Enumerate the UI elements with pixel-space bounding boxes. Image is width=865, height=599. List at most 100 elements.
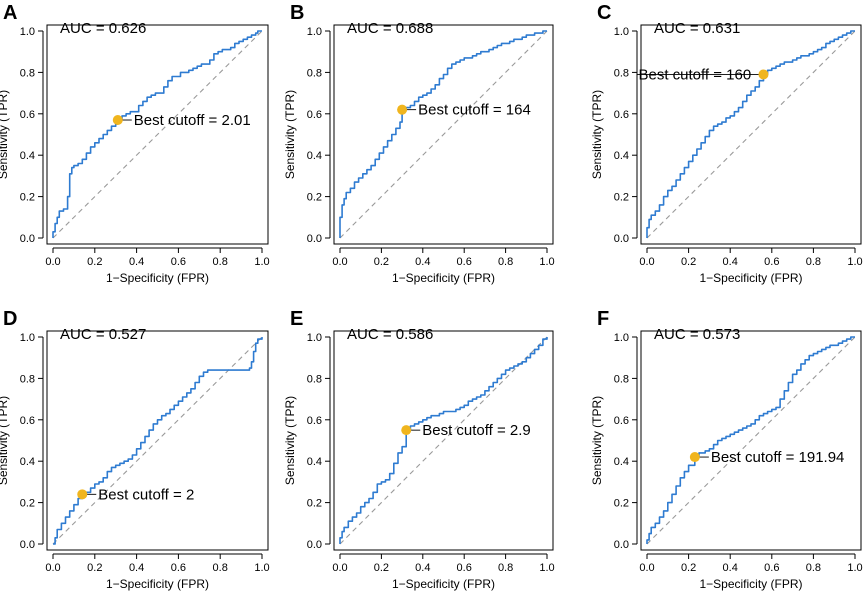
panel-a-y-tick-label: 0.4 [20,150,35,162]
panel-c-x-tick-label: 0.2 [681,256,696,268]
panel-d-auc-label: AUC = 0.527 [60,326,146,343]
panel-e-y-tick-label: 0.6 [307,415,322,427]
panel-f-y-tick-label: 0.0 [614,539,629,551]
panel-f-y-tick-label: 0.6 [614,415,629,427]
panel-b-cutoff-label: Best cutoff = 164 [418,102,531,119]
panel-a-x-tick-label: 0.6 [171,256,186,268]
panel-b-letter: B [290,2,304,24]
panel-c-x-tick-label: 0.4 [723,256,738,268]
panel-d-cutoff-label: Best cutoff = 2 [98,486,194,503]
panel-d-letter: D [3,308,17,330]
panel-a-x-tick-label: 0.4 [129,256,144,268]
panel-b-y-tick-label: 0.8 [307,67,322,79]
panel-e-x-tick-label: 0.4 [415,562,430,574]
panel-f-y-tick-label: 0.2 [614,498,629,510]
panel-b-y-axis-title: Sensitivity (TPR) [283,90,297,179]
panel-f-y-axis-title: Sensitivity (TPR) [590,396,604,485]
panel-f-x-axis-title: 1−Specificity (FPR) [699,577,802,591]
panel-f-x-tick-label: 0.6 [764,562,779,574]
panel-c-y-tick-label: 1.0 [614,26,629,38]
panel-a-y-tick-label: 0.6 [20,109,35,121]
panel-a: A 0.0 0.2 0.4 0.6 0.8 1.0 1−Specificity (FPR) 0.… [0,2,270,285]
panel-b-y-tick-label: 0.4 [307,150,322,162]
panel-a-roc-curve [52,30,262,238]
panel-c-y-tick-label: 0.4 [614,150,629,162]
panel-b-plot-frame [333,24,554,245]
panel-b-x-tick-label: 0.4 [415,256,430,268]
panel-a-auc-label: AUC = 0.626 [60,20,146,37]
panel-d-x-tick-label: 0.0 [45,562,60,574]
panel-e-x-tick-label: 1.0 [539,562,554,574]
panel-f-x-tick-label: 1.0 [847,562,862,574]
panel-c-y-axis-title: Sensitivity (TPR) [590,90,604,179]
panel-d-x-tick-label: 0.8 [213,562,228,574]
panel-e-x-tick-label: 0.0 [332,562,347,574]
panel-e-y-tick-label: 0.4 [307,456,322,468]
panel-c-auc-label: AUC = 0.631 [654,20,740,37]
panel-a-y-tick-label: 1.0 [20,26,35,38]
panel-b-x-tick-label: 0.0 [332,256,347,268]
panel-f-x-tick-label: 0.0 [639,562,654,574]
panel-a-x-tick-label: 0.0 [45,256,60,268]
panel-f-y-tick-label: 0.8 [614,373,629,385]
panel-a-cutoff-point [112,115,123,126]
panel-e-y-tick-label: 0.0 [307,539,322,551]
panel-d-y-tick-label: 1.0 [20,332,35,344]
panel-c-letter: C [597,2,611,24]
panel-d: D 0.0 0.2 0.4 0.6 0.8 1.0 1−Specificity (FPR) 0.… [0,308,270,591]
panel-e-letter: E [290,308,303,330]
panel-d-x-tick-label: 0.6 [171,562,186,574]
panel-b-x-tick-label: 1.0 [539,256,554,268]
panel-c-y-tick-label: 0.0 [614,233,629,245]
panel-c-cutoff-point [758,69,769,80]
panel-e-x-tick-label: 0.8 [498,562,513,574]
panel-f-x-tick-label: 0.4 [723,562,738,574]
panel-e-auc-label: AUC = 0.586 [347,326,433,343]
panel-b-roc-curve [339,30,547,238]
panel-a-y-tick-label: 0.2 [20,192,35,204]
panel-b-x-axis-title: 1−Specificity (FPR) [392,271,495,285]
panel-c-cutoff-label: Best cutoff = 160 [638,66,751,83]
panel-c-x-axis-title: 1−Specificity (FPR) [699,271,802,285]
panel-e-y-tick-label: 0.8 [307,373,322,385]
panel-f-chance-line [646,336,856,545]
panel-c-y-tick-label: 0.2 [614,192,629,204]
panel-c-x-tick-label: 1.0 [847,256,862,268]
panel-d-y-tick-label: 0.4 [20,456,35,468]
panel-d-x-tick-label: 1.0 [254,562,269,574]
panel-f-auc-label: AUC = 0.573 [654,326,740,343]
panel-c-y-tick-label: 0.8 [614,67,629,79]
panel-f-roc-curve [646,336,855,544]
panel-e-x-axis-title: 1−Specificity (FPR) [392,577,495,591]
panel-c-chance-line [646,30,856,239]
panel-a-x-tick-label: 0.8 [213,256,228,268]
panel-e-y-tick-label: 1.0 [307,332,322,344]
panel-e-cutoff-point [401,425,412,436]
panel-c-y-tick-label: 0.6 [614,109,629,121]
panel-f-letter: F [597,308,609,330]
panel-a-y-tick-label: 0.8 [20,67,35,79]
panel-f-x-tick-label: 0.8 [806,562,821,574]
panel-c-plot-frame [640,24,862,245]
panel-e-y-tick-label: 0.2 [307,498,322,510]
panel-e-x-tick-label: 0.2 [374,562,389,574]
panel-a-plot-frame [46,24,269,245]
panel-d-y-tick-label: 0.2 [20,498,35,510]
panel-f-cutoff-point [689,452,700,463]
panel-b-y-tick-label: 0.2 [307,192,322,204]
panel-d-x-tick-label: 0.4 [129,562,144,574]
panel-c-x-tick-label: 0.8 [806,256,821,268]
panel-a-chance-line [52,30,263,239]
panel-e: E0.0 0.2 0.4 0.6 0.8 1.01−Specificity (FPR)0.… [283,308,555,591]
panel-a-x-axis-title: 1−Specificity (FPR) [106,271,209,285]
panel-e-x-tick-label: 0.6 [457,562,472,574]
panel-e-cutoff-label: Best cutoff = 2.9 [422,422,531,439]
panel-d-x-axis-title: 1−Specificity (FPR) [106,577,209,591]
panel-d-x-tick-label: 0.2 [87,562,102,574]
panel-d-plot-frame [46,330,269,551]
panel-b-y-tick-label: 0.0 [307,233,322,245]
panel-b-x-tick-label: 0.8 [498,256,513,268]
panel-d-chance-line [52,336,263,545]
panel-b-y-tick-label: 1.0 [307,26,322,38]
